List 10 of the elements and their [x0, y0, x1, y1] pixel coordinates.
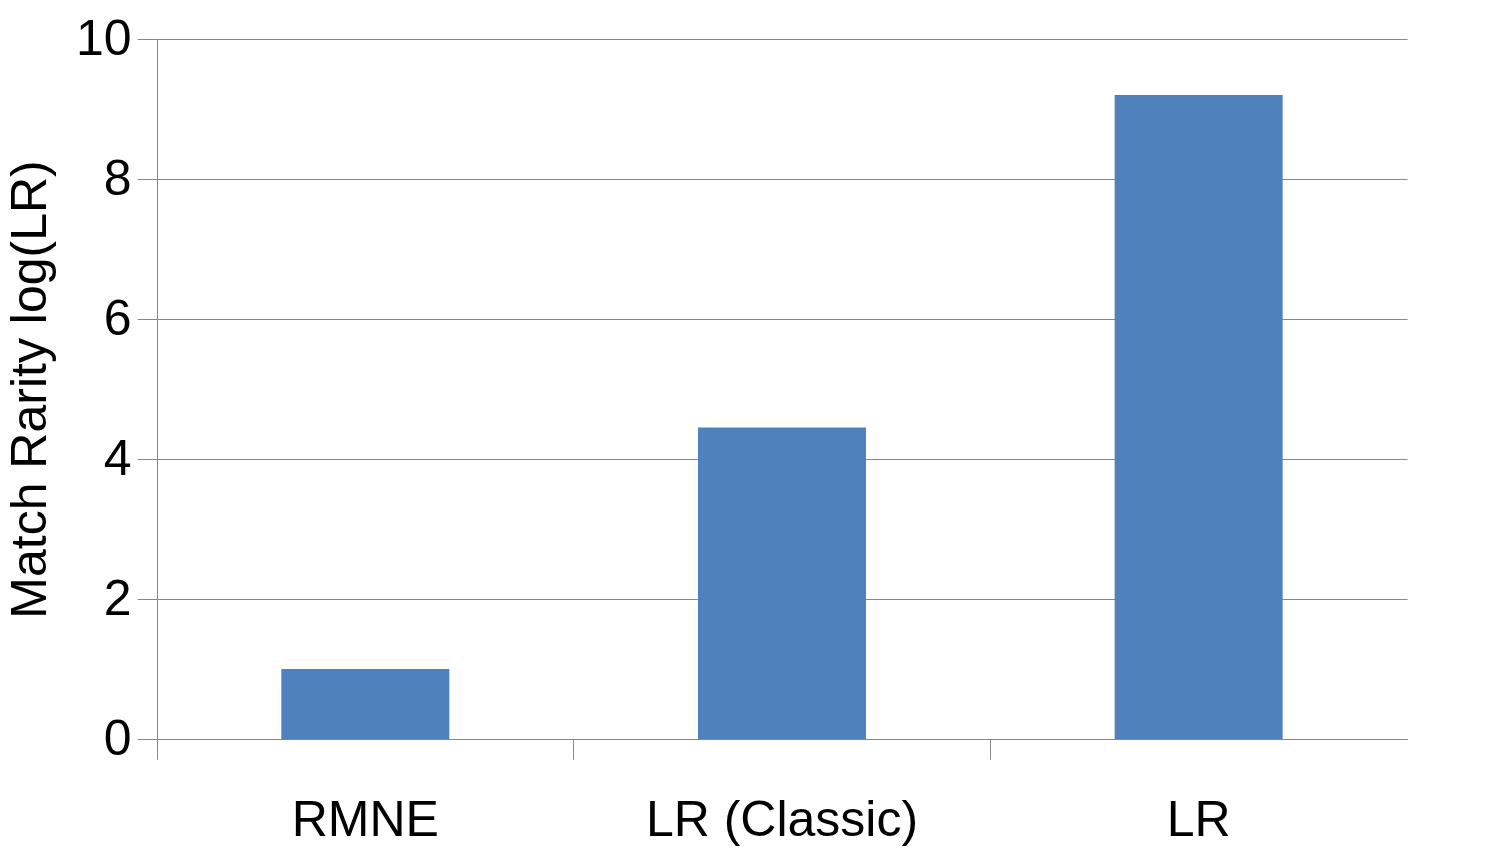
y-tick-label: 10	[75, 9, 132, 66]
y-axis-title: Match Rarity log(LR)	[0, 160, 57, 619]
y-tick-label: 8	[103, 149, 132, 206]
y-tick-label: 4	[103, 429, 132, 486]
y-tick-label: 6	[103, 289, 132, 346]
y-tick-label: 2	[103, 569, 132, 626]
x-tick-label: RMNE	[291, 790, 439, 847]
x-tick-label: LR (Classic)	[645, 790, 919, 847]
x-tick-label: LR	[1166, 790, 1231, 847]
y-tick-label: 0	[103, 709, 132, 766]
